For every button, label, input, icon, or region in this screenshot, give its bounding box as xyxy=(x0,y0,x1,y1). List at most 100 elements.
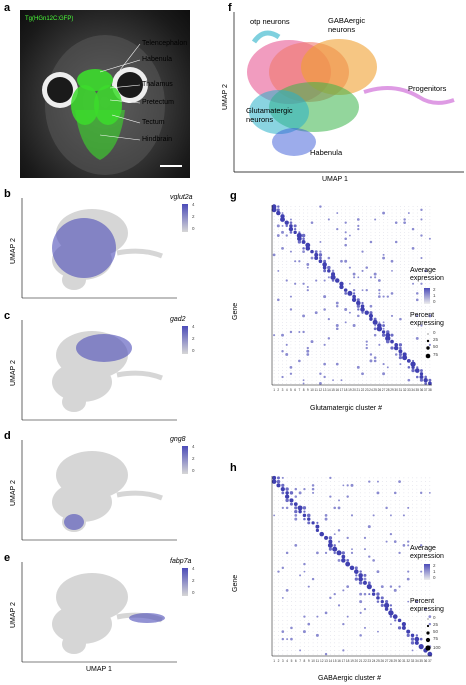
dot xyxy=(370,235,372,236)
colorbar-b-tick: 2 xyxy=(192,214,195,219)
dot xyxy=(377,590,379,591)
dot xyxy=(383,215,384,217)
dot xyxy=(295,556,297,557)
dot xyxy=(317,533,318,535)
dot xyxy=(408,350,410,352)
dot xyxy=(373,601,374,602)
dot xyxy=(379,206,380,207)
dot xyxy=(282,264,283,265)
umap-clusters xyxy=(233,12,464,173)
dot xyxy=(304,590,305,591)
dot xyxy=(286,347,288,349)
dot xyxy=(411,227,415,231)
dot xyxy=(387,257,389,259)
dot xyxy=(353,341,355,342)
dot xyxy=(347,507,349,509)
dot xyxy=(416,331,418,333)
dot xyxy=(320,225,321,227)
dot xyxy=(370,299,372,301)
dot xyxy=(351,593,353,595)
dot xyxy=(373,646,374,647)
dot xyxy=(321,638,323,640)
dot xyxy=(349,338,351,339)
dot xyxy=(425,477,426,479)
dot xyxy=(286,276,288,278)
dot xyxy=(286,273,288,275)
dot xyxy=(373,537,374,539)
dot xyxy=(366,293,368,294)
dot xyxy=(347,548,349,550)
dot xyxy=(273,485,275,486)
dot xyxy=(416,605,418,606)
dot xyxy=(294,318,296,320)
dot xyxy=(299,276,300,278)
dot xyxy=(429,360,431,362)
dot xyxy=(295,642,297,644)
dot xyxy=(376,596,380,600)
dot xyxy=(308,650,310,651)
dot xyxy=(347,500,349,501)
dot xyxy=(286,627,288,629)
dot xyxy=(366,373,368,375)
dot xyxy=(325,526,327,527)
dot xyxy=(366,357,368,359)
dot xyxy=(332,344,334,346)
dot xyxy=(368,507,370,509)
dot xyxy=(347,605,349,606)
dot xyxy=(344,307,348,311)
dot xyxy=(336,231,338,233)
dot xyxy=(304,530,305,531)
dot xyxy=(387,373,389,375)
dot xyxy=(341,212,342,214)
dot xyxy=(273,635,275,636)
dot xyxy=(360,627,361,629)
dot xyxy=(387,354,389,355)
dot xyxy=(386,578,387,580)
dot xyxy=(328,212,330,214)
dot xyxy=(328,383,330,384)
dot xyxy=(374,283,376,285)
dot xyxy=(420,507,422,509)
dot xyxy=(379,302,380,304)
dot xyxy=(353,292,356,295)
dot xyxy=(362,219,363,220)
dot xyxy=(303,350,304,352)
dot xyxy=(421,251,422,252)
dot xyxy=(332,328,334,330)
dot xyxy=(412,312,414,314)
dot xyxy=(330,518,331,520)
dot xyxy=(400,280,401,281)
dot xyxy=(407,503,409,505)
dot xyxy=(362,238,363,240)
dot xyxy=(278,488,279,490)
dot xyxy=(295,526,297,527)
dot xyxy=(273,383,275,384)
dot xyxy=(370,244,372,246)
dot xyxy=(286,620,288,621)
dot xyxy=(429,503,431,505)
dot xyxy=(325,541,327,542)
dot xyxy=(328,293,330,294)
dot xyxy=(315,360,317,362)
cluster-tick: 32 xyxy=(406,659,410,663)
dot xyxy=(345,305,347,307)
dot xyxy=(360,488,361,490)
dot xyxy=(374,312,376,314)
dot xyxy=(390,597,392,599)
dot xyxy=(394,653,396,655)
dot xyxy=(383,238,384,240)
dot xyxy=(289,330,293,334)
cluster-tick: 13 xyxy=(324,659,328,663)
dot xyxy=(429,331,431,333)
dot xyxy=(324,293,325,294)
dot xyxy=(290,283,292,285)
dot xyxy=(286,270,288,272)
dot xyxy=(307,283,309,285)
dot xyxy=(399,650,400,651)
dot xyxy=(273,533,275,535)
dot xyxy=(336,357,338,359)
dot xyxy=(351,616,353,617)
dot xyxy=(277,315,279,317)
dot xyxy=(330,578,331,580)
dot xyxy=(374,228,376,230)
